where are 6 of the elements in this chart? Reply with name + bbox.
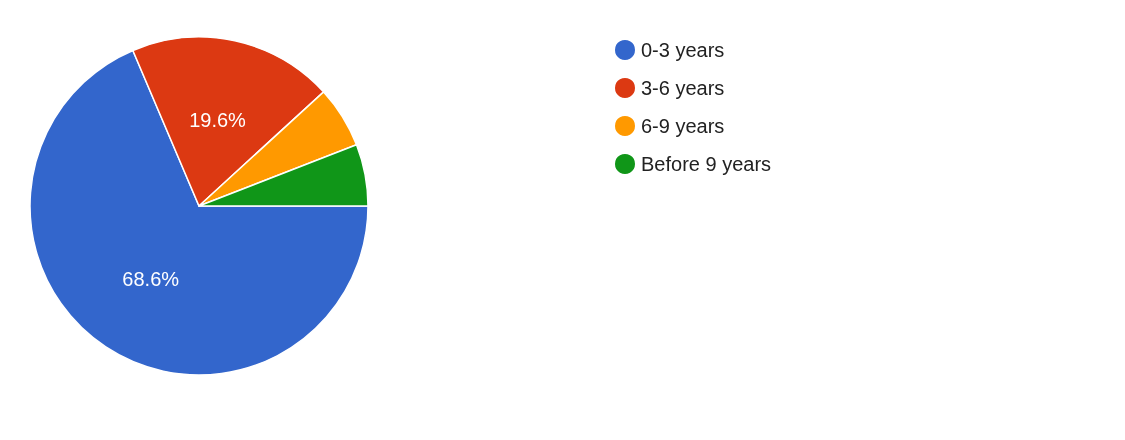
legend-label: 3-6 years (641, 77, 725, 99)
legend-label: Before 9 years (641, 153, 772, 175)
data-label: 19.6% (189, 109, 247, 132)
data-label: 68.6% (122, 267, 180, 290)
legend-label: 6-9 years (641, 115, 725, 137)
legend-label: 0-3 years (641, 39, 725, 61)
